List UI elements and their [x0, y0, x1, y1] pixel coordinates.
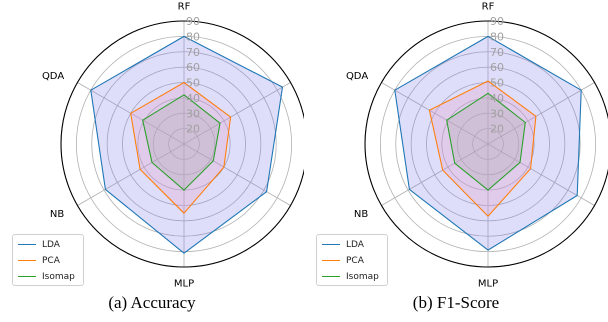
- legend: LDA PCA Isomap: [12, 234, 84, 286]
- legend-swatch-isomap: [322, 276, 340, 277]
- legend-label-pca: PCA: [42, 256, 60, 266]
- tick-label-90: 90: [490, 15, 504, 28]
- tick-label-40: 40: [186, 92, 200, 105]
- legend-item-lda: LDA: [18, 238, 84, 252]
- spoke-dt: [183, 82, 291, 145]
- series-line-pca: [428, 80, 537, 217]
- spoke-nb: [77, 143, 185, 206]
- legend-label-isomap: Isomap: [346, 272, 379, 282]
- legend-swatch-pca: [322, 260, 340, 261]
- series-line-isomap: [142, 94, 221, 191]
- series-line-lda: [394, 35, 582, 251]
- spoke-nb: [381, 143, 489, 206]
- axis-label-qda: QDA: [346, 71, 368, 82]
- series-line-pca: [130, 81, 232, 214]
- axis-label-rf: RF: [482, 2, 495, 13]
- legend-label-pca: PCA: [346, 256, 364, 266]
- legend-label-lda: LDA: [346, 240, 364, 250]
- chart-caption: (b) F1-Score: [412, 293, 500, 312]
- spoke-svm: [183, 143, 291, 206]
- legend: LDA PCA Isomap: [316, 234, 388, 286]
- f1-score-radar-chart: 2030405060708090RFDTSVMMLPNBQDA: [346, 2, 608, 289]
- tick-label-60: 60: [490, 61, 504, 74]
- series-line-isomap: [446, 92, 526, 191]
- axis-label-nb: NB: [50, 209, 64, 220]
- axis-label-qda: QDA: [42, 71, 64, 82]
- f1-score-radar-panel: 2030405060708090RFDTSVMMLPNBQDA LDA PCA …: [304, 0, 608, 322]
- tick-label-40: 40: [490, 92, 504, 105]
- radar-frame: [364, 20, 608, 268]
- legend-swatch-isomap: [18, 276, 36, 277]
- series-area-isomap: [446, 93, 526, 191]
- tick-label-30: 30: [186, 107, 200, 120]
- spoke-qda: [381, 82, 489, 145]
- series-area-lda: [394, 36, 582, 251]
- tick-label-70: 70: [186, 46, 200, 59]
- tick-label-50: 50: [490, 77, 504, 90]
- legend-item-pca: PCA: [322, 254, 388, 268]
- tick-label-80: 80: [490, 30, 504, 43]
- axis-label-mlp: MLP: [174, 278, 194, 289]
- legend-item-isomap: Isomap: [322, 270, 388, 284]
- series-area-pca: [429, 81, 536, 217]
- accuracy-radar-chart: 2030405060708090RFDTSVMMLPNBQDA: [42, 2, 304, 289]
- legend-label-isomap: Isomap: [42, 272, 75, 282]
- series-area-isomap: [142, 94, 220, 191]
- legend-swatch-lda: [322, 244, 340, 245]
- series-line-lda: [90, 35, 284, 254]
- tick-label-20: 20: [490, 123, 504, 136]
- axis-label-rf: RF: [178, 2, 191, 13]
- legend-swatch-pca: [18, 260, 36, 261]
- legend-swatch-lda: [18, 244, 36, 245]
- tick-label-90: 90: [186, 15, 200, 28]
- legend-label-lda: LDA: [42, 240, 60, 250]
- axis-label-nb: NB: [354, 209, 368, 220]
- spoke-dt: [487, 82, 595, 145]
- tick-label-50: 50: [186, 77, 200, 90]
- tick-label-80: 80: [186, 30, 200, 43]
- legend-item-pca: PCA: [18, 254, 84, 268]
- series-area-pca: [130, 82, 231, 214]
- tick-label-20: 20: [186, 123, 200, 136]
- accuracy-radar-panel: 2030405060708090RFDTSVMMLPNBQDA LDA PCA …: [12, 2, 304, 312]
- tick-label-60: 60: [186, 61, 200, 74]
- legend-item-isomap: Isomap: [18, 270, 84, 284]
- chart-caption: (a) Accuracy: [108, 293, 196, 312]
- series-area-lda: [90, 36, 283, 254]
- legend-item-lda: LDA: [322, 238, 388, 252]
- tick-label-70: 70: [490, 46, 504, 59]
- axis-label-mlp: MLP: [478, 278, 498, 289]
- tick-label-30: 30: [490, 107, 504, 120]
- radar-frame: [60, 20, 304, 268]
